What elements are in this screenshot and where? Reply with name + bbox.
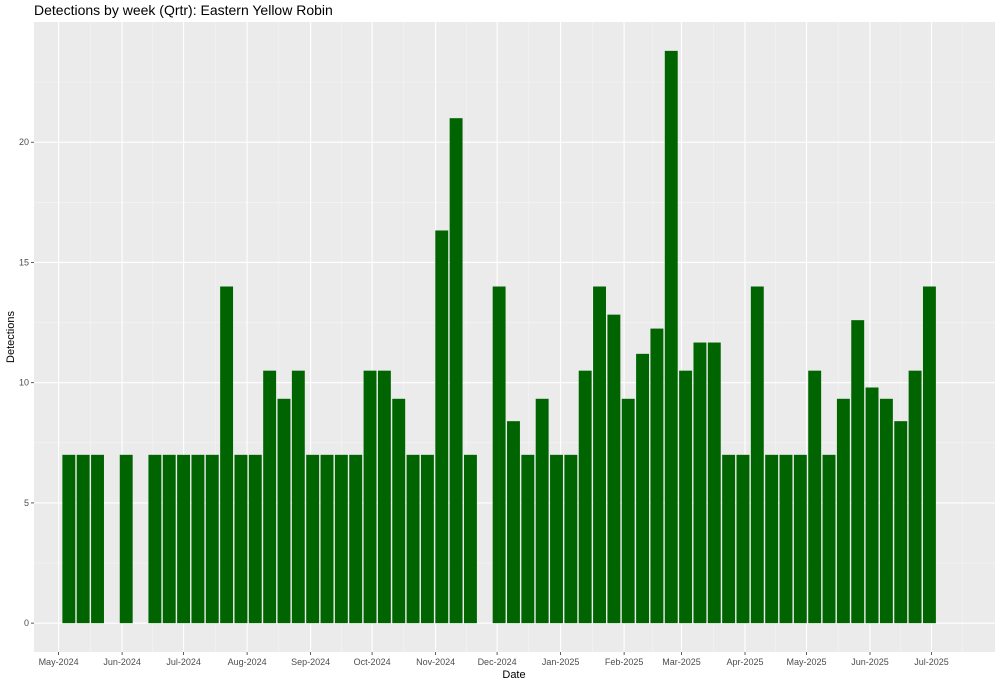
bar [406,454,420,624]
bar [205,454,219,624]
bar [507,421,520,624]
bar [320,454,334,624]
bar [879,398,893,624]
bar [291,370,305,624]
y-tick-label: 20 [19,137,29,147]
y-tick-label: 5 [24,498,29,508]
x-tick-label: Mar-2025 [662,657,701,667]
y-tick-label: 15 [19,257,29,267]
bar [334,454,348,624]
bar [62,454,76,624]
bar [420,454,434,624]
x-tick-label: Dec-2024 [478,657,517,667]
x-tick-label: Oct-2024 [354,657,391,667]
bar [76,454,90,624]
y-tick-label: 0 [24,618,29,628]
bar [636,353,650,624]
bar [248,454,262,624]
x-tick-label: Jan-2025 [542,657,580,667]
bar [650,328,664,624]
bar [564,454,578,624]
bar [664,50,678,624]
bars [62,50,936,624]
bar [679,370,693,624]
x-axis-label: Date [502,669,525,681]
bar [148,454,162,624]
y-tick-label: 10 [19,378,29,388]
x-axis: May-2024 Jun-2024 Jul-2024 Aug-2024 Sep-2024… [39,652,949,667]
bar [607,314,621,624]
bar [377,370,391,624]
bar [277,398,291,624]
bar [162,454,176,624]
bar [349,454,363,624]
bar [836,398,850,624]
bar [793,454,807,624]
bar [550,454,563,624]
bar [306,454,320,624]
bar [894,421,908,624]
bar [908,370,922,624]
bar [693,342,707,624]
x-tick-label: Jun-2025 [851,657,889,667]
chart-title: Detections by week (Qrtr): Eastern Yello… [34,2,333,18]
y-axis-label: Detections [5,311,17,363]
x-tick-label: May-2025 [786,657,826,667]
bar [492,286,506,624]
x-tick-label: Nov-2024 [416,657,455,667]
bar [392,398,406,624]
bar [765,454,779,624]
bar [449,118,463,624]
bar [521,454,535,624]
x-tick-label: Jul-2024 [166,657,201,667]
bar [263,370,277,624]
bar [363,370,377,624]
bar [851,320,865,624]
bar [865,387,879,624]
bar [736,454,750,624]
x-tick-label: Aug-2024 [228,657,267,667]
bar [578,370,592,624]
y-axis: 0 5 10 15 20 [19,137,34,628]
bar [119,454,133,624]
x-tick-label: Sep-2024 [291,657,330,667]
x-tick-label: Jun-2024 [103,657,141,667]
bar [779,454,793,624]
bar [91,454,104,624]
bar [535,398,549,624]
bar [822,454,836,624]
bar [922,286,936,624]
bar [722,454,736,624]
x-tick-label: May-2024 [39,657,79,667]
bar [750,286,764,624]
x-tick-label: Jul-2025 [914,657,949,667]
bar [177,454,191,624]
bar [191,454,205,624]
bar [435,230,449,624]
bar [463,454,477,624]
bar [707,342,721,624]
x-tick-label: Feb-2025 [605,657,644,667]
bar [234,454,248,624]
x-tick-label: Apr-2025 [727,657,764,667]
bar [593,286,606,624]
bar [621,398,635,624]
bar [220,286,234,624]
bar [808,370,822,624]
